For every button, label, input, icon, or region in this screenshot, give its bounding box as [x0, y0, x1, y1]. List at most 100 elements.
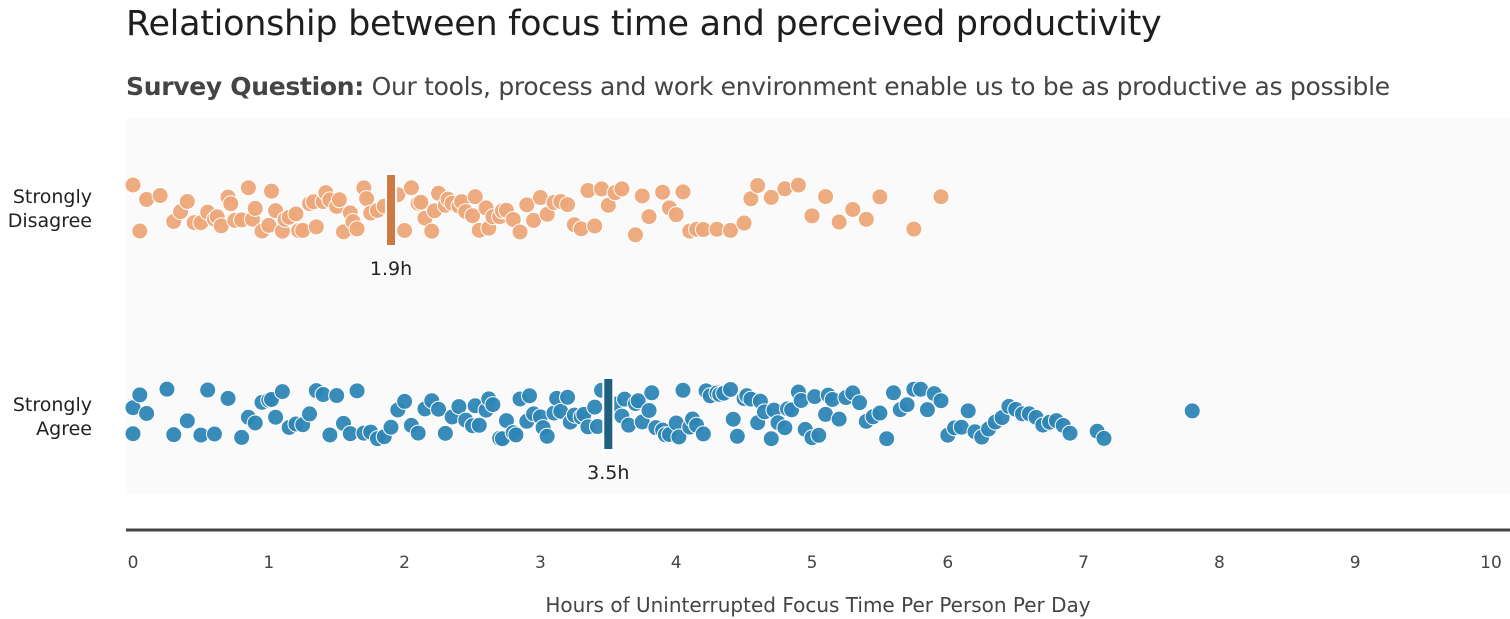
data-point-disagree — [871, 188, 889, 206]
data-point-agree — [722, 380, 740, 398]
data-point-agree — [959, 402, 977, 420]
data-point-disagree — [124, 176, 142, 194]
data-point-disagree — [466, 188, 484, 206]
median-label: 1.9h — [370, 258, 412, 280]
data-point-disagree — [735, 214, 753, 232]
data-point-agree — [643, 384, 661, 402]
data-point-disagree — [131, 222, 149, 240]
data-point-agree — [810, 426, 828, 444]
data-point-agree — [871, 404, 889, 422]
data-point-disagree — [348, 220, 366, 238]
x-tick-label: 10 — [1480, 553, 1502, 573]
data-point-agree — [776, 419, 794, 437]
data-point-disagree — [762, 188, 780, 206]
data-point-disagree — [640, 208, 658, 226]
data-point-agree — [321, 426, 339, 444]
data-point-agree — [674, 381, 692, 399]
data-point-disagree — [307, 218, 325, 236]
data-point-agree — [507, 426, 525, 444]
x-tick-label: 8 — [1214, 553, 1225, 573]
data-point-disagree — [803, 207, 821, 225]
data-point-agree — [762, 430, 780, 448]
data-point-agree — [138, 404, 156, 422]
data-point-disagree — [633, 187, 651, 205]
data-point-agree — [470, 416, 488, 434]
y-label-agree-line2: Agree — [36, 418, 92, 440]
data-point-agree — [219, 389, 237, 407]
data-point-disagree — [222, 195, 240, 213]
data-point-agree — [1061, 424, 1079, 442]
data-point-disagree — [817, 188, 835, 206]
data-point-agree — [640, 401, 658, 419]
data-point-agree — [559, 388, 577, 406]
data-point-agree — [124, 425, 142, 443]
data-point-agree — [538, 427, 556, 445]
data-point-agree — [396, 392, 414, 410]
subtitle-label: Survey Question: — [126, 72, 364, 101]
data-point-disagree — [246, 199, 264, 217]
data-point-disagree — [263, 182, 281, 200]
data-point-agree — [694, 425, 712, 443]
data-point-disagree — [151, 187, 169, 205]
data-point-agree — [409, 424, 427, 442]
data-point-agree — [273, 383, 291, 401]
data-point-agree — [246, 414, 264, 432]
data-point-disagree — [586, 217, 604, 235]
y-label-disagree-line1: Strongly — [13, 186, 92, 208]
data-point-disagree — [330, 191, 348, 209]
data-point-agree — [178, 412, 196, 430]
data-point-disagree — [932, 188, 950, 206]
data-point-agree — [205, 425, 223, 443]
data-point-disagree — [402, 179, 420, 197]
data-point-disagree — [749, 177, 767, 195]
data-point-disagree — [857, 210, 875, 228]
median-marker — [387, 175, 396, 245]
data-point-disagree — [464, 207, 481, 225]
x-tick-label: 9 — [1350, 553, 1361, 573]
data-point-disagree — [239, 179, 257, 197]
x-tick-label: 1 — [263, 553, 274, 573]
data-point-agree — [348, 382, 366, 400]
data-point-disagree — [423, 222, 441, 240]
data-point-disagree — [654, 183, 672, 201]
data-point-agree — [728, 427, 746, 445]
median-label: 3.5h — [587, 462, 629, 484]
subtitle-text: Our tools, process and work environment … — [371, 72, 1391, 101]
data-point-agree — [851, 394, 869, 412]
data-point-agree — [898, 396, 916, 414]
data-point-disagree — [287, 205, 305, 223]
data-point-agree — [1095, 429, 1113, 447]
data-point-agree — [629, 392, 647, 410]
y-label-disagree-line2: Disagree — [8, 210, 92, 232]
data-point-agree — [484, 396, 502, 414]
data-point-agree — [267, 408, 285, 426]
data-point-agree — [884, 384, 902, 402]
data-point-disagree — [559, 196, 577, 214]
data-point-agree — [830, 410, 848, 428]
data-point-disagree — [667, 206, 685, 224]
data-point-agree — [430, 400, 448, 418]
x-tick-label: 4 — [671, 553, 682, 573]
chart-title: Relationship between focus time and perc… — [126, 4, 1162, 44]
data-point-disagree — [412, 193, 430, 211]
data-point-disagree — [396, 221, 414, 239]
chart-subtitle: Survey Question: Our tools, process and … — [126, 72, 1390, 101]
data-point-disagree — [511, 223, 529, 241]
data-point-agree — [878, 430, 896, 448]
data-point-disagree — [789, 176, 807, 194]
x-tick-label: 5 — [807, 553, 818, 573]
data-point-agree — [233, 428, 251, 446]
data-point-agree — [131, 386, 149, 404]
data-point-disagree — [626, 226, 644, 244]
data-point-agree — [436, 424, 454, 442]
data-point-agree — [158, 380, 176, 398]
data-point-agree — [918, 401, 936, 419]
data-point-agree — [1183, 402, 1201, 420]
x-axis-label: Hours of Uninterrupted Focus Time Per Pe… — [545, 593, 1090, 617]
x-tick-label: 0 — [128, 553, 139, 573]
median-marker — [604, 379, 613, 449]
data-point-disagree — [905, 220, 923, 238]
data-point-agree — [165, 426, 183, 444]
data-point-agree — [301, 405, 319, 423]
